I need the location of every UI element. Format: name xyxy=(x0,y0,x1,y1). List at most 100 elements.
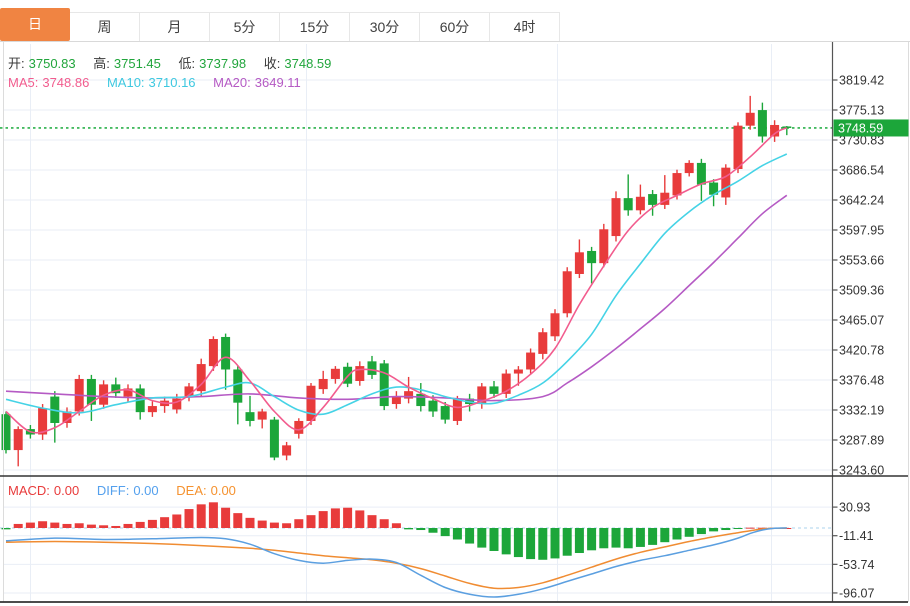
macd-bar xyxy=(123,523,133,528)
axis-tick-label: 3332.19 xyxy=(839,403,884,417)
macd-bar xyxy=(660,528,670,543)
diff-line xyxy=(5,527,787,598)
candle-body xyxy=(623,198,633,211)
tab-timeframe-1[interactable]: 周 xyxy=(70,12,140,41)
axis-tick-label: 3509.36 xyxy=(839,283,884,297)
candle-body xyxy=(269,419,279,458)
axis-tick-label: -53.74 xyxy=(839,558,874,572)
tab-timeframe-3[interactable]: 5分 xyxy=(210,12,280,41)
candle-body xyxy=(672,173,682,196)
axis-tick-label: 3287.89 xyxy=(839,433,884,447)
candle-body xyxy=(172,398,182,410)
dea-line xyxy=(5,527,787,590)
macd-bar xyxy=(648,528,658,545)
panel-borders xyxy=(0,42,909,603)
timeframe-tabbar: 日周月 5分 15分 30分 60分 4时 xyxy=(0,0,910,41)
macd-bar xyxy=(440,528,450,537)
candle-body xyxy=(86,378,96,405)
macd-bar xyxy=(538,528,548,560)
macd-bar xyxy=(269,522,279,528)
macd-bar xyxy=(257,520,267,528)
candle-body xyxy=(452,398,462,421)
axis-tick-label: 3686.54 xyxy=(839,163,884,177)
macd-bar xyxy=(184,509,194,528)
candle-body xyxy=(770,124,780,137)
macd-bar xyxy=(330,508,340,528)
tab-timeframe-7[interactable]: 4时 xyxy=(490,12,560,41)
tab-timeframe-4[interactable]: 15分 xyxy=(280,12,350,41)
candle-body xyxy=(1,414,11,451)
candles-layer xyxy=(1,95,792,467)
price-axis-labels: 3819.42 3775.13 3730.83 3686.54 3642.24 3597.… xyxy=(832,74,884,600)
candle-body xyxy=(513,369,523,374)
candle-body xyxy=(574,252,584,274)
candle-body xyxy=(147,406,157,413)
macd-bar xyxy=(86,524,96,528)
candle-body xyxy=(648,194,658,205)
axis-tick-label: -96.07 xyxy=(839,586,874,600)
macd-bar xyxy=(574,528,584,554)
candle-body xyxy=(477,386,487,405)
candle-body xyxy=(538,332,548,354)
candle-body xyxy=(489,386,499,394)
candle-body xyxy=(13,429,23,451)
candle-body xyxy=(696,162,706,185)
macd-bar xyxy=(489,528,499,551)
macd-bar xyxy=(562,528,572,556)
candle-body xyxy=(208,339,218,367)
tab-timeframe-5[interactable]: 30分 xyxy=(350,12,420,41)
macd-bar xyxy=(513,528,523,558)
macd-bar xyxy=(550,528,560,559)
candle-body xyxy=(123,388,133,397)
candle-body xyxy=(184,386,194,398)
candle-body xyxy=(245,412,255,421)
macd-bar xyxy=(306,515,316,528)
candle-body xyxy=(587,250,597,264)
macd-bar xyxy=(233,513,243,528)
ma5-line xyxy=(5,127,788,434)
ma20-line xyxy=(5,194,788,402)
macd-bar xyxy=(501,528,511,555)
macd-bar xyxy=(99,525,109,528)
axis-tick-label: 3465.07 xyxy=(839,313,884,327)
candle-body xyxy=(196,364,206,392)
candle-body xyxy=(404,391,414,399)
tab-timeframe-6[interactable]: 60分 xyxy=(420,12,490,41)
candle-body xyxy=(330,368,340,379)
axis-tick-label: 3819.42 xyxy=(839,74,884,88)
tab-timeframe-0[interactable]: 日 xyxy=(0,8,70,41)
chart-canvas[interactable]: 3819.42 3775.13 3730.83 3686.54 3642.24 3597.… xyxy=(0,42,910,606)
candle-body xyxy=(501,373,511,394)
candle-body xyxy=(294,420,304,434)
macd-bar xyxy=(404,528,414,530)
macd-bar xyxy=(196,504,206,528)
candle-body xyxy=(379,363,389,407)
axis-tick-label: 3642.24 xyxy=(839,194,884,208)
macd-bar xyxy=(343,507,353,528)
macd-bar xyxy=(294,519,304,528)
macd-bar xyxy=(282,523,292,528)
macd-bar xyxy=(611,528,621,548)
candle-body xyxy=(550,313,560,337)
macd-bar xyxy=(318,511,328,528)
candle-body xyxy=(526,352,536,370)
candle-body xyxy=(367,361,377,375)
candle-body xyxy=(111,384,121,394)
chart-area: 3819.42 3775.13 3730.83 3686.54 3642.24 3597.… xyxy=(0,41,910,606)
tab-timeframe-2[interactable]: 月 xyxy=(140,12,210,41)
axis-tick-label: 30.93 xyxy=(839,501,870,515)
macd-bar xyxy=(172,514,182,528)
last-price-value: 3748.59 xyxy=(838,121,883,135)
macd-bar xyxy=(379,519,389,528)
candle-body xyxy=(440,406,450,420)
candle-body xyxy=(635,196,645,211)
axis-tick-label: -11.41 xyxy=(839,529,874,543)
macd-bar xyxy=(709,528,719,532)
macd-bar xyxy=(367,515,377,528)
candle-body xyxy=(684,162,694,174)
macd-bar xyxy=(355,510,365,528)
macd-bar xyxy=(391,523,401,528)
macd-bar xyxy=(74,523,84,528)
macd-bar xyxy=(221,507,231,528)
macd-bar xyxy=(13,523,23,528)
